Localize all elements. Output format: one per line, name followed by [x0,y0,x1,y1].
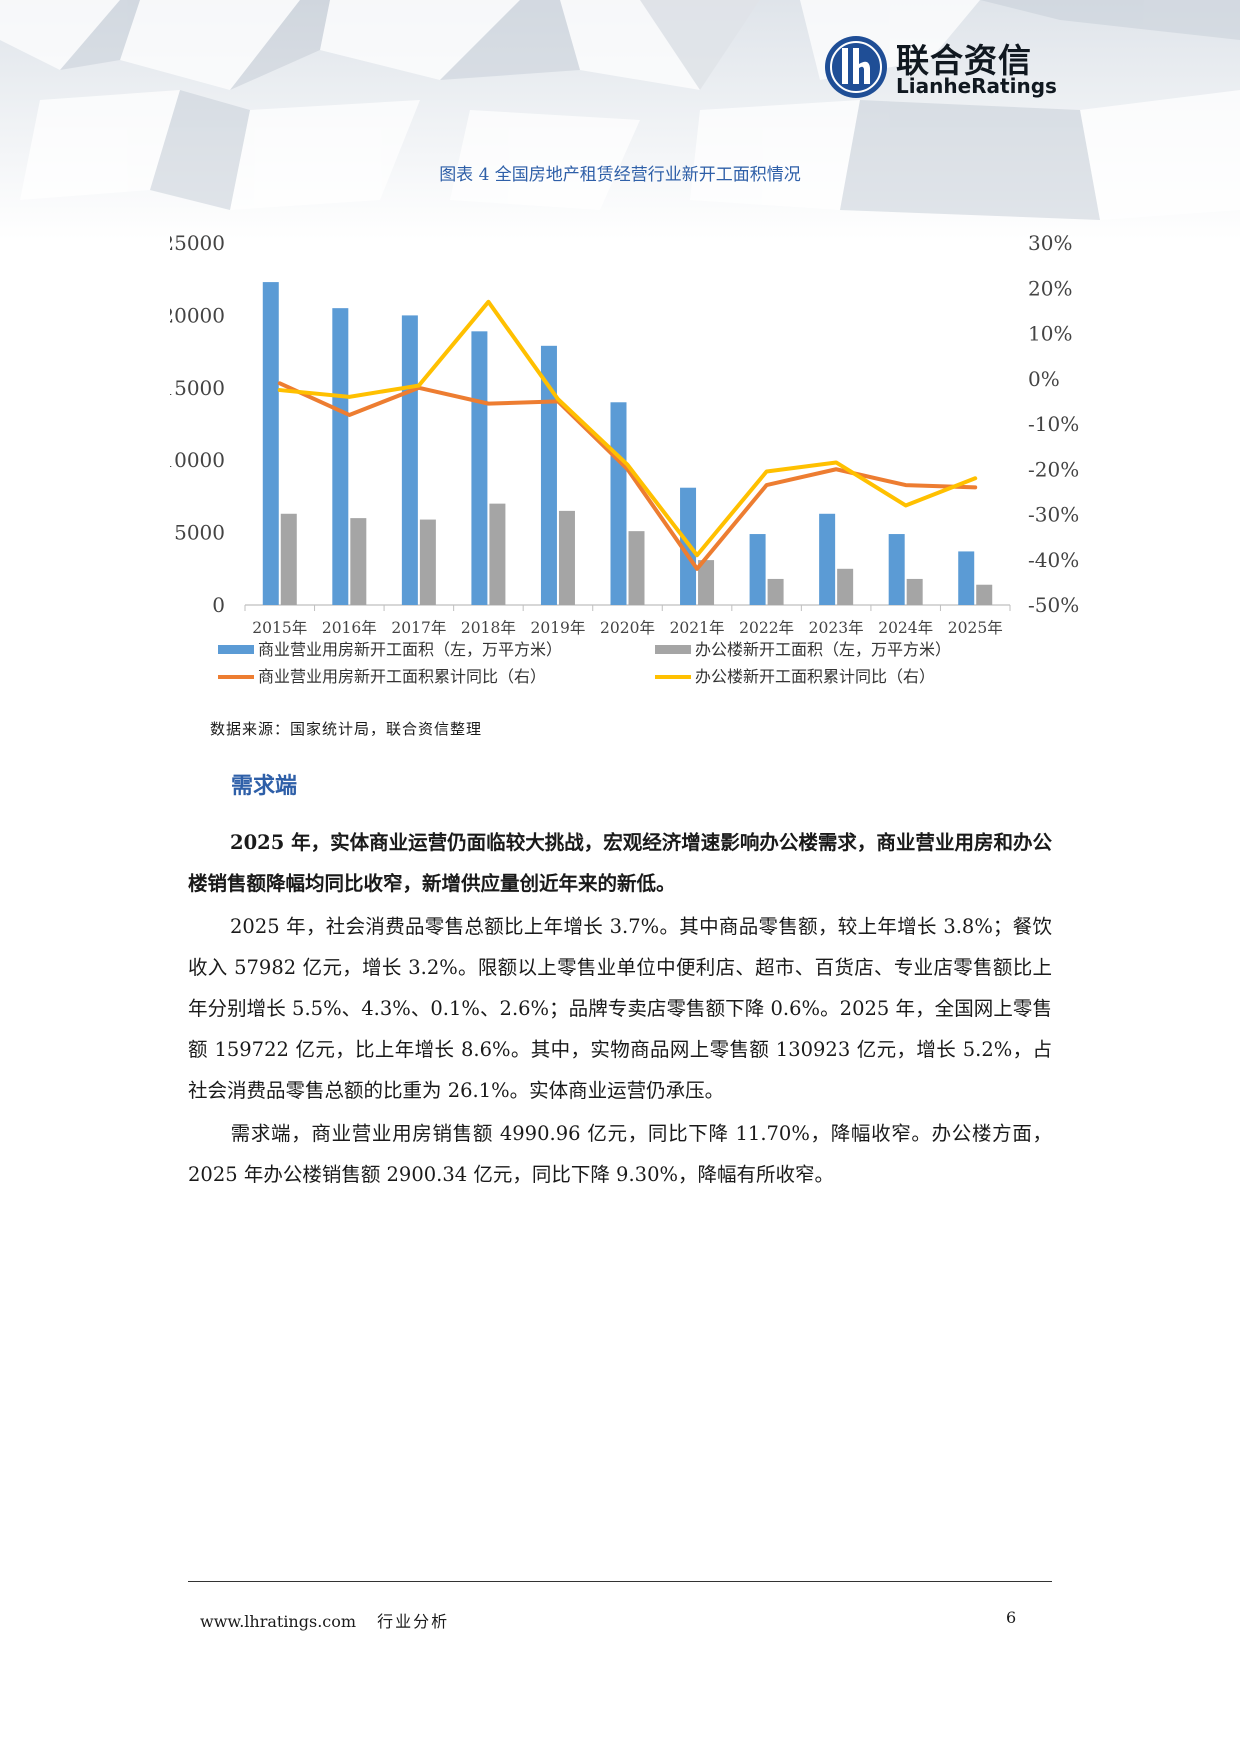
logo-english-name: LianheRatings [896,74,1057,98]
y-left-tick-label: 15000 [170,376,225,400]
commercial-yoy-line [277,381,978,571]
section-title: 需求端 [231,774,298,799]
commercial-bar [749,534,766,605]
office-bar [350,518,367,605]
new-construction-area-chart: 0 5000 10000 15000 20000 25000 -50% -40% -30% -20… [170,231,1079,686]
office-bar [558,510,575,605]
commercial-bar [401,315,418,605]
x-tick-label: 2023年 [809,619,864,637]
legend-commercial-area-swatch [218,645,254,654]
commercial-bar [610,402,627,605]
x-tick-label: 2024年 [878,619,933,637]
lianhe-logo-icon [825,36,887,98]
x-tick-label: 2025年 [948,619,1003,637]
logo-chinese-name: 联合资信 [896,41,1032,80]
office-yoy-line [277,299,978,558]
commercial-bar [262,282,279,605]
demand-paragraph: 需求端，商业营业用房销售额 4990.96 亿元，同比下降 11.70%，降幅收… [188,1113,1052,1195]
legend-office-area-label: 办公楼新开工面积（左，万平方米） [695,640,951,659]
x-tick-label: 2022年 [739,619,794,637]
commercial-bar [540,345,557,605]
y-right-tick-label: 30% [1028,231,1072,255]
office-bar [489,503,506,605]
x-tick-label: 2017年 [391,619,446,637]
office-bar [837,568,854,605]
office-bar [906,578,923,605]
legend-office-yoy-label: 办公楼新开工面积累计同比（右） [695,667,935,686]
y-right-tick-label: -40% [1028,548,1079,572]
summary-paragraph: 2025 年，实体商业运营仍面临较大挑战，宏观经济增速影响办公楼需求，商业营业用… [188,822,1052,904]
page-number: 6 [1006,1608,1017,1627]
footer-category: 行业分析 [377,1612,450,1631]
retail-text: 2025 年，社会消费品零售总额比上年增长 3.7%。其中商品零售额，较上年增长… [188,915,1052,1102]
demand-text: 需求端，商业营业用房销售额 4990.96 亿元，同比下降 11.70%，降幅收… [188,1122,1052,1186]
y-right-tick-label: 0% [1028,367,1060,391]
legend-commercial-yoy-label: 商业营业用房新开工面积累计同比（右） [258,667,546,686]
legend-commercial-area-label: 商业营业用房新开工面积（左，万平方米） [258,640,562,659]
footer-website[interactable]: www.lhratings.com [200,1612,357,1631]
y-left-tick-label: 0 [212,593,225,617]
footer-info: www.lhratings.com 行业分析 [200,1608,449,1632]
office-bar [767,578,784,605]
commercial-bar [958,551,975,605]
y-left-tick-label: 25000 [170,231,225,255]
y-right-tick-label: 20% [1028,276,1072,300]
figure-source: 数据来源：国家统计局，联合资信整理 [210,720,483,738]
x-tick-label: 2018年 [461,619,516,637]
x-tick-label: 2019年 [530,619,585,637]
summary-text: 2025 年，实体商业运营仍面临较大挑战，宏观经济增速影响办公楼需求，商业营业用… [188,831,1052,895]
x-tick-label: 2015年 [252,619,307,637]
y-right-tick-label: -50% [1028,593,1079,617]
company-logo: 联合资信 LianheRatings [823,34,1063,102]
y-right-tick-label: 10% [1028,322,1072,346]
commercial-bar [819,513,836,605]
footer-divider [188,1581,1052,1582]
office-bar [976,584,993,605]
office-bar [698,560,715,605]
commercial-bar [888,534,905,605]
x-tick-label: 2020年 [600,619,655,637]
office-bar [419,519,436,605]
y-left-tick-label: 10000 [170,448,225,472]
y-right-tick-label: -10% [1028,412,1079,436]
figure-title: 图表 4 全国房地产租赁经营行业新开工面积情况 [439,165,801,185]
y-left-tick-label: 5000 [174,521,225,545]
y-right-tick-label: -30% [1028,503,1079,527]
commercial-bar [332,308,349,605]
legend-office-area-swatch [655,645,691,654]
x-tick-label: 2016年 [322,619,377,637]
header-background-pattern [0,0,1240,240]
commercial-bar [471,331,488,605]
office-bar [280,513,297,605]
x-tick-label: 2021年 [670,619,725,637]
retail-paragraph: 2025 年，社会消费品零售总额比上年增长 3.7%。其中商品零售额，较上年增长… [188,906,1052,1111]
office-bar [628,531,645,605]
y-right-tick-label: -20% [1028,457,1079,481]
y-left-tick-label: 20000 [170,303,225,327]
